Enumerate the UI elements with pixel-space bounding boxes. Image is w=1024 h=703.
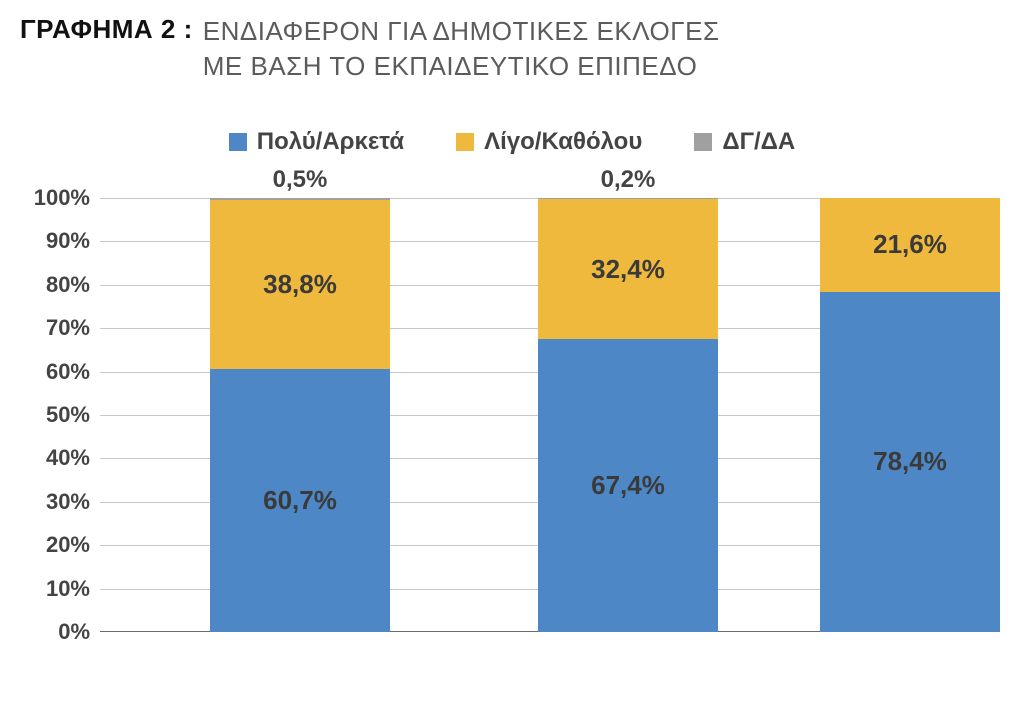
chart-title-prefix: ΓΡΑΦΗΜΑ 2 : <box>20 14 193 45</box>
bar-top-label: 0,5% <box>210 166 390 198</box>
bar-segment: 21,6% <box>820 198 1000 292</box>
bar-segment <box>538 198 718 199</box>
legend-label-1: Πολύ/Αρκετά <box>257 128 404 156</box>
bars-layer: 60,7%38,8%0,5% 67,4%32,4%0,2% 78,4%21,6% <box>100 198 1000 632</box>
legend-swatch-2 <box>456 133 474 151</box>
legend: Πολύ/Αρκετά Λίγο/Καθόλου ΔΓ/ΔΑ <box>0 128 1024 156</box>
bar-column: 67,4%32,4%0,2% <box>538 198 718 632</box>
bar-segment: 38,8% <box>210 200 390 368</box>
y-axis-label: 10% <box>10 576 90 602</box>
y-axis-label: 60% <box>10 359 90 385</box>
y-axis-label: 50% <box>10 402 90 428</box>
chart-title-line1: ΕΝΔΙΑΦΕΡΟΝ ΓΙΑ ΔΗΜΟΤΙΚΕΣ ΕΚΛΟΓΕΣ <box>203 14 720 49</box>
bar-column: 60,7%38,8%0,5% <box>210 198 390 632</box>
y-axis-label: 30% <box>10 489 90 515</box>
chart-area: 0%10%20%30%40%50%60%70%80%90%100% 60,7%3… <box>100 198 1000 632</box>
legend-item-1: Πολύ/Αρκετά <box>229 128 404 156</box>
bar-column: 78,4%21,6% <box>820 198 1000 632</box>
y-axis-label: 100% <box>10 185 90 211</box>
bar-segment: 60,7% <box>210 369 390 632</box>
y-axis-label: 90% <box>10 228 90 254</box>
chart-title-line2: ΜΕ ΒΑΣΗ ΤΟ ΕΚΠΑΙΔΕΥΤΙΚΟ ΕΠΙΠΕΔΟ <box>203 49 720 84</box>
legend-item-3: ΔΓ/ΔΑ <box>694 128 795 156</box>
bar-segment: 67,4% <box>538 339 718 632</box>
legend-label-3: ΔΓ/ΔΑ <box>722 128 795 156</box>
chart-title-block: ΓΡΑΦΗΜΑ 2 : ΕΝΔΙΑΦΕΡΟΝ ΓΙΑ ΔΗΜΟΤΙΚΕΣ ΕΚΛ… <box>20 14 720 84</box>
y-axis-label: 70% <box>10 315 90 341</box>
legend-swatch-1 <box>229 133 247 151</box>
chart-title-lines: ΕΝΔΙΑΦΕΡΟΝ ΓΙΑ ΔΗΜΟΤΙΚΕΣ ΕΚΛΟΓΕΣ ΜΕ ΒΑΣΗ… <box>203 14 720 84</box>
bar-segment: 78,4% <box>820 292 1000 632</box>
y-axis-label: 40% <box>10 445 90 471</box>
y-axis-label: 20% <box>10 532 90 558</box>
bar-top-label: 0,2% <box>538 166 718 198</box>
y-axis-label: 80% <box>10 272 90 298</box>
bar-segment: 32,4% <box>538 199 718 340</box>
bar-segment <box>210 198 390 200</box>
y-axis-label: 0% <box>10 619 90 645</box>
legend-swatch-3 <box>694 133 712 151</box>
legend-item-2: Λίγο/Καθόλου <box>456 128 642 156</box>
legend-label-2: Λίγο/Καθόλου <box>484 128 642 156</box>
